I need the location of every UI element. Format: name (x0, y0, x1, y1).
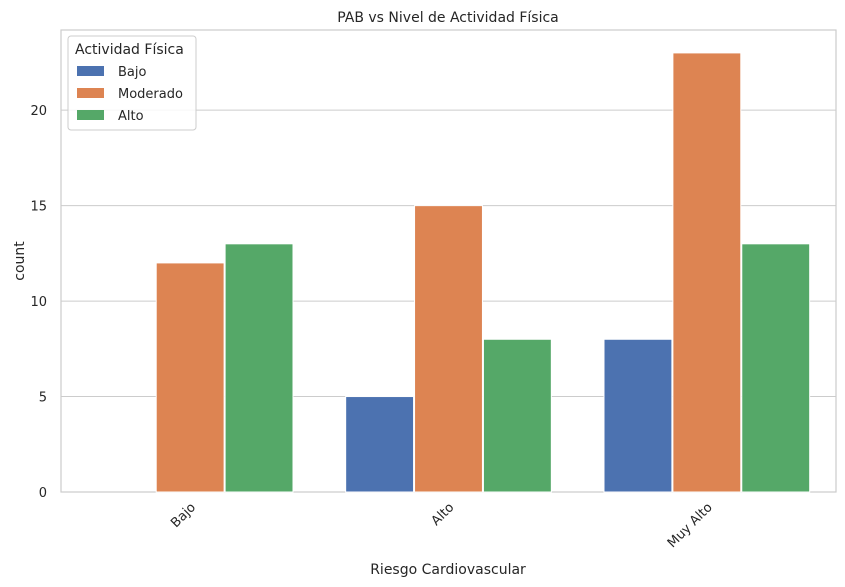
y-ticks: 0 5 10 15 20 (30, 104, 47, 501)
legend-swatch (77, 88, 104, 98)
bar-moderado-2 (672, 52, 742, 493)
legend-frame (67, 35, 197, 131)
legend-items: Bajo Moderado Alto (77, 65, 183, 124)
legend-label: Alto (118, 109, 144, 124)
bar-alto-2 (741, 243, 811, 493)
chart-title: PAB vs Nivel de Actividad Física (337, 10, 559, 26)
legend-label: Bajo (118, 65, 146, 80)
y-tick-label: 20 (30, 104, 47, 119)
bar-moderado-1 (414, 205, 483, 493)
y-tick-label: 5 (39, 391, 47, 406)
x-tick-label: Bajo (168, 500, 199, 531)
y-tick-label: 0 (39, 486, 47, 501)
x-tick-label: Alto (429, 500, 458, 529)
y-axis-label: count (12, 241, 28, 281)
bar-bajo-1 (345, 396, 415, 493)
x-ticks: Bajo Alto Muy Alto (168, 500, 715, 551)
legend: Actividad Física Bajo Moderado Alto (67, 35, 197, 131)
y-tick-label: 10 (30, 295, 47, 310)
bar-moderado-0 (155, 262, 225, 493)
bar-bajo-2 (603, 338, 673, 493)
bar-alto-0 (224, 243, 294, 493)
legend-title: Actividad Física (75, 42, 184, 58)
legend-label: Moderado (118, 87, 183, 102)
x-axis-label: Riesgo Cardiovascular (370, 562, 526, 578)
bar-alto-1 (482, 338, 552, 493)
bars (155, 52, 811, 493)
x-tick-label: Muy Alto (665, 500, 716, 551)
legend-swatch (77, 66, 104, 76)
legend-swatch (77, 110, 104, 120)
y-tick-label: 15 (30, 200, 47, 215)
